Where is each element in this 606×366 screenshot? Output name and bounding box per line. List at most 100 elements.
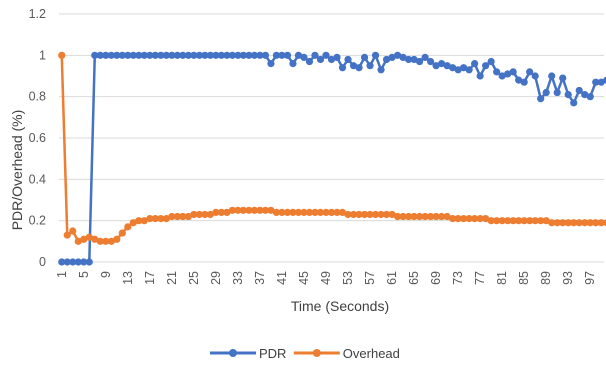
series-line xyxy=(61,54,606,264)
data-point xyxy=(228,51,237,59)
x-tick-label: 57 xyxy=(363,271,377,285)
y-tick-label: 0.6 xyxy=(29,131,46,145)
data-point xyxy=(267,60,275,68)
data-point xyxy=(195,210,203,219)
data-point xyxy=(553,219,561,227)
data-point xyxy=(168,51,176,59)
data-point xyxy=(91,51,99,59)
data-point xyxy=(399,212,407,221)
data-point xyxy=(531,72,539,80)
data-point xyxy=(250,51,259,59)
data-point xyxy=(393,51,402,59)
data-point xyxy=(283,208,292,216)
x-tick-label: 9 xyxy=(99,271,113,278)
data-point xyxy=(487,217,495,225)
data-point xyxy=(96,237,104,245)
data-point xyxy=(333,208,341,216)
x-tick-label: 17 xyxy=(143,271,157,285)
data-point xyxy=(344,210,352,219)
x-tick-label: 25 xyxy=(187,271,201,285)
data-point xyxy=(212,51,220,59)
data-point xyxy=(124,223,132,231)
data-point xyxy=(360,53,369,62)
data-point xyxy=(443,212,451,221)
data-point xyxy=(300,53,308,62)
data-point xyxy=(201,210,209,219)
data-point xyxy=(228,206,237,214)
series-overhead xyxy=(58,51,606,245)
data-point xyxy=(564,219,572,227)
data-point xyxy=(553,88,561,97)
data-point xyxy=(388,53,396,62)
data-point xyxy=(526,217,534,225)
data-point xyxy=(69,227,77,235)
x-tick-label: 73 xyxy=(451,271,465,285)
y-tick-label: 0.8 xyxy=(29,90,46,104)
data-point xyxy=(256,51,264,59)
data-point xyxy=(85,233,93,241)
data-point xyxy=(504,70,512,78)
data-point xyxy=(355,64,363,72)
x-tick-label: 1 xyxy=(55,271,69,278)
data-point xyxy=(597,78,605,86)
data-point xyxy=(404,212,413,221)
data-point xyxy=(498,72,506,80)
data-point xyxy=(592,78,600,86)
data-point xyxy=(515,76,523,84)
data-point xyxy=(548,72,556,80)
data-point xyxy=(338,208,347,216)
y-axis-title: PDR/Overhead (%) xyxy=(9,110,25,231)
data-point xyxy=(509,217,517,225)
series-layer xyxy=(58,51,606,266)
x-tick-label: 21 xyxy=(165,271,179,285)
data-point xyxy=(410,55,418,64)
data-point xyxy=(360,210,369,219)
data-point xyxy=(261,51,270,59)
legend-marker xyxy=(312,349,321,357)
data-point xyxy=(377,66,385,74)
data-point xyxy=(140,51,148,59)
data-point xyxy=(239,51,248,59)
data-point xyxy=(107,237,115,245)
data-point xyxy=(520,217,528,225)
data-point xyxy=(575,86,583,95)
data-point xyxy=(234,206,242,214)
data-point xyxy=(520,78,528,86)
data-point xyxy=(305,57,314,66)
data-point xyxy=(399,53,407,62)
data-point xyxy=(426,212,435,221)
data-point xyxy=(432,62,440,70)
x-tick-label: 93 xyxy=(561,271,575,285)
data-point xyxy=(404,55,413,64)
data-point xyxy=(592,219,600,227)
data-point xyxy=(388,210,396,219)
data-point xyxy=(74,237,82,245)
data-point xyxy=(69,258,77,266)
data-point xyxy=(311,208,319,216)
data-point xyxy=(267,206,275,214)
data-point xyxy=(410,212,418,221)
legend-label: PDR xyxy=(259,346,286,361)
data-point xyxy=(537,217,545,225)
data-point xyxy=(438,60,446,68)
x-tick-label: 5 xyxy=(77,271,91,278)
data-point xyxy=(504,217,512,225)
data-point xyxy=(305,208,314,216)
data-point xyxy=(151,215,159,223)
data-point xyxy=(234,51,242,59)
data-point xyxy=(223,208,231,216)
data-point xyxy=(432,212,440,221)
x-tick-label: 77 xyxy=(473,271,487,285)
data-point xyxy=(107,51,115,59)
data-point xyxy=(179,51,187,59)
data-point xyxy=(559,74,567,82)
data-point xyxy=(300,208,308,216)
data-point xyxy=(206,210,214,219)
data-point xyxy=(74,258,82,266)
data-point xyxy=(212,208,220,216)
data-point xyxy=(135,217,143,225)
data-point xyxy=(162,51,170,59)
data-point xyxy=(311,51,319,59)
data-point xyxy=(559,219,567,227)
